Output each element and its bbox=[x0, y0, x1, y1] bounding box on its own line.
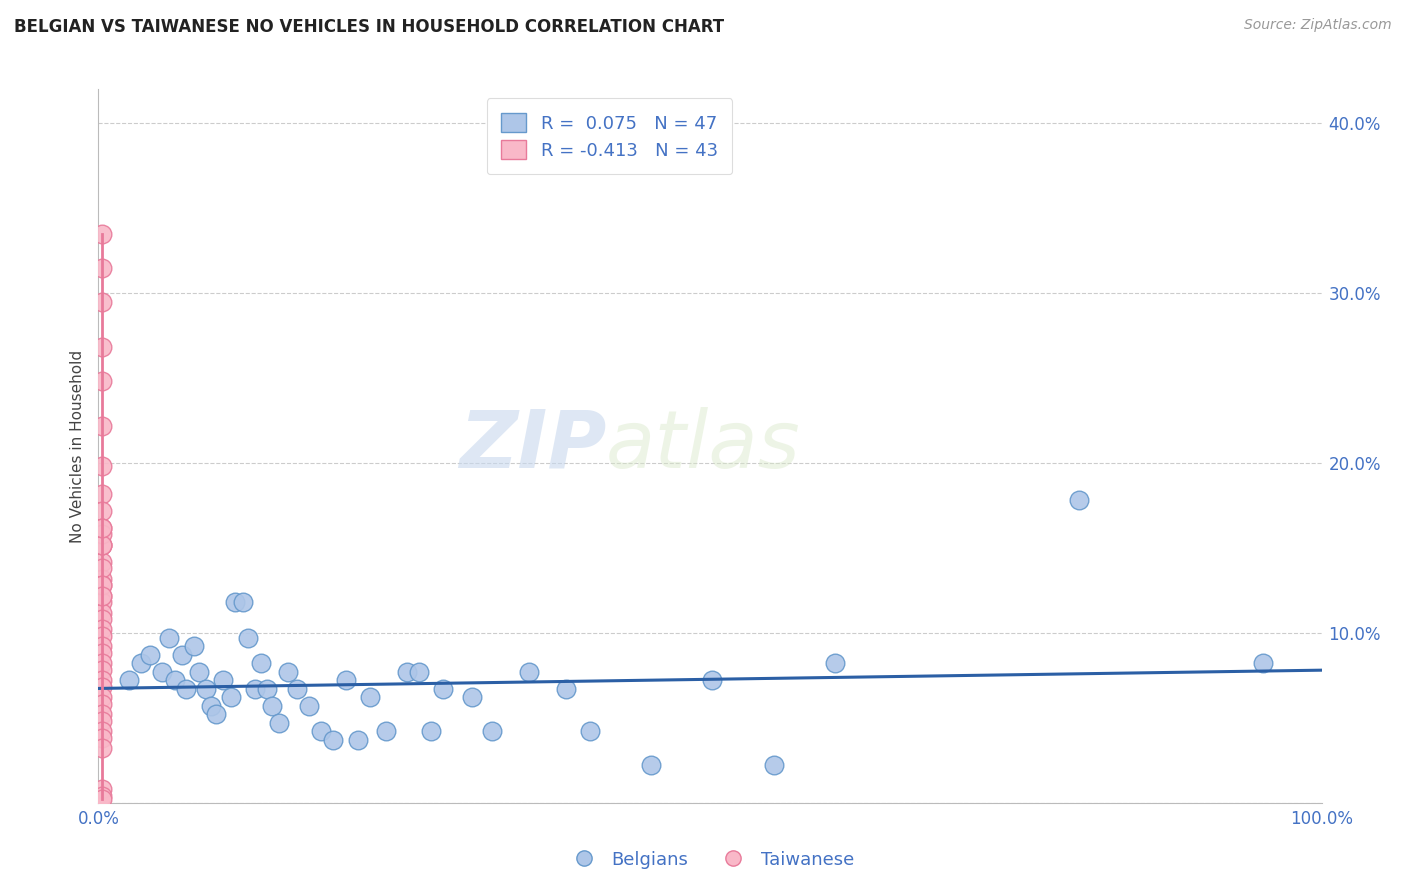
Point bbox=[269, 715, 291, 730]
Point bbox=[129, 657, 152, 671]
Point bbox=[224, 595, 246, 609]
Point bbox=[91, 503, 114, 517]
Point bbox=[91, 520, 114, 534]
Point bbox=[579, 724, 602, 739]
Point bbox=[232, 595, 254, 609]
Point bbox=[554, 681, 576, 696]
Point bbox=[277, 665, 299, 679]
Point bbox=[91, 707, 114, 722]
Point bbox=[176, 681, 198, 696]
Text: atlas: atlas bbox=[606, 407, 801, 485]
Point bbox=[118, 673, 141, 688]
Point bbox=[91, 555, 114, 569]
Point bbox=[91, 629, 114, 643]
Point bbox=[91, 537, 114, 551]
Point bbox=[1069, 493, 1091, 508]
Point bbox=[262, 698, 284, 713]
Point bbox=[200, 698, 222, 713]
Point bbox=[91, 561, 114, 575]
Point bbox=[335, 673, 357, 688]
Point bbox=[91, 673, 114, 688]
Text: ZIP: ZIP bbox=[458, 407, 606, 485]
Point bbox=[91, 486, 114, 500]
Point bbox=[432, 681, 454, 696]
Point bbox=[91, 714, 114, 729]
Point bbox=[285, 681, 308, 696]
Point bbox=[91, 595, 114, 609]
Legend: Belgians, Taiwanese: Belgians, Taiwanese bbox=[560, 844, 860, 876]
Point bbox=[91, 724, 114, 739]
Point bbox=[309, 724, 332, 739]
Point bbox=[91, 646, 114, 660]
Point bbox=[91, 578, 114, 592]
Point bbox=[91, 527, 114, 541]
Point bbox=[205, 707, 228, 722]
Point bbox=[91, 227, 114, 241]
Point bbox=[91, 612, 114, 626]
Point bbox=[91, 589, 114, 603]
Point bbox=[91, 578, 114, 592]
Point bbox=[460, 690, 482, 705]
Point bbox=[212, 673, 235, 688]
Point bbox=[374, 724, 396, 739]
Point bbox=[183, 640, 205, 654]
Point bbox=[408, 665, 430, 679]
Point bbox=[762, 758, 785, 772]
Y-axis label: No Vehicles in Household: No Vehicles in Household bbox=[70, 350, 86, 542]
Point bbox=[91, 459, 114, 474]
Point bbox=[243, 681, 266, 696]
Point bbox=[824, 657, 846, 671]
Point bbox=[91, 606, 114, 620]
Text: BELGIAN VS TAIWANESE NO VEHICLES IN HOUSEHOLD CORRELATION CHART: BELGIAN VS TAIWANESE NO VEHICLES IN HOUS… bbox=[14, 18, 724, 36]
Point bbox=[91, 741, 114, 756]
Point bbox=[1251, 657, 1274, 671]
Point bbox=[395, 665, 418, 679]
Point bbox=[481, 724, 503, 739]
Point bbox=[91, 589, 114, 603]
Point bbox=[91, 792, 114, 806]
Text: Source: ZipAtlas.com: Source: ZipAtlas.com bbox=[1244, 18, 1392, 32]
Point bbox=[165, 673, 187, 688]
Point bbox=[91, 657, 114, 671]
Point bbox=[219, 690, 242, 705]
Point bbox=[256, 681, 278, 696]
Point bbox=[517, 665, 540, 679]
Point bbox=[150, 665, 173, 679]
Point bbox=[322, 733, 344, 747]
Point bbox=[359, 690, 381, 705]
Point bbox=[91, 260, 114, 275]
Point bbox=[139, 648, 162, 662]
Point bbox=[195, 681, 218, 696]
Point bbox=[91, 731, 114, 746]
Point bbox=[91, 572, 114, 586]
Point bbox=[91, 789, 114, 803]
Point bbox=[91, 698, 114, 712]
Point bbox=[91, 537, 114, 551]
Point bbox=[91, 663, 114, 677]
Point bbox=[346, 733, 368, 747]
Point bbox=[91, 341, 114, 355]
Point bbox=[91, 623, 114, 637]
Point bbox=[91, 418, 114, 433]
Point bbox=[170, 648, 193, 662]
Point bbox=[157, 631, 180, 645]
Point bbox=[91, 375, 114, 389]
Point bbox=[91, 640, 114, 654]
Point bbox=[640, 758, 662, 772]
Point bbox=[420, 724, 443, 739]
Point bbox=[702, 673, 724, 688]
Point bbox=[298, 698, 321, 713]
Point bbox=[91, 520, 114, 534]
Point bbox=[91, 294, 114, 309]
Point bbox=[91, 680, 114, 694]
Point bbox=[91, 690, 114, 705]
Point bbox=[187, 665, 209, 679]
Point bbox=[91, 537, 114, 551]
Point bbox=[250, 657, 273, 671]
Point bbox=[91, 782, 114, 797]
Point bbox=[236, 631, 259, 645]
